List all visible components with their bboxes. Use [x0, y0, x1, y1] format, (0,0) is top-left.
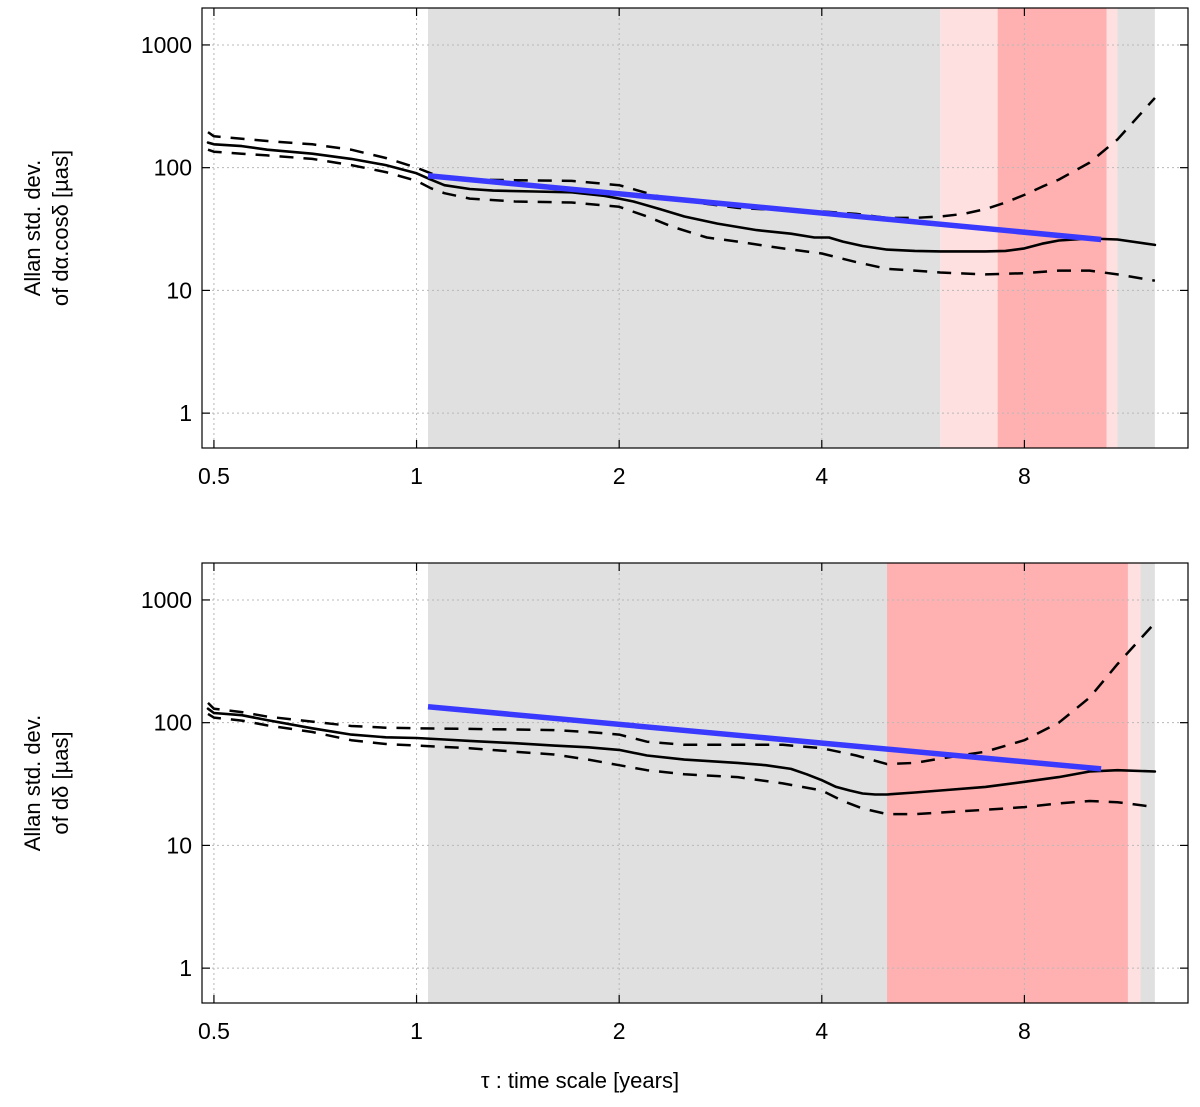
top-x-tick-label-0: 0.5: [198, 463, 230, 489]
bottom-x-tick-label-3: 4: [815, 1018, 828, 1044]
bottom-series: [206, 622, 1157, 816]
bottom-series-solid-0: [206, 707, 1157, 796]
top-shaded-region-2: [997, 8, 1107, 448]
top-x-tick-label-3: 4: [815, 463, 828, 489]
bottom-x-tick-label-2: 2: [613, 1018, 626, 1044]
bottom-shaded-region-3: [1140, 563, 1155, 1003]
bottom-y-tick-label-2: 100: [154, 710, 192, 736]
bottom-series-solid-thick-3: [427, 703, 1102, 772]
bottom-x-tick-label-1: 1: [410, 1018, 423, 1044]
bottom-y-tick-label-3: 1000: [141, 587, 192, 613]
top-x-tick-label-4: 8: [1018, 463, 1031, 489]
bottom-shaded-region-0: [428, 563, 888, 1003]
bottom-y-tick-label-0: 1: [179, 955, 192, 981]
bottom-gridlines: [202, 563, 1188, 1003]
top-ylabel-line2: of dα.cosδ [µas]: [48, 150, 73, 306]
top-y-tick-label-0: 1: [179, 400, 192, 426]
top-gridlines: [202, 8, 1188, 448]
top-panel: 0.5 1 2 4 8 1 10 100 1000 Allan std. dev. of dα.…: [20, 7, 1189, 489]
top-y-tick-label-3: 1000: [141, 32, 192, 58]
top-shaded-region-3: [1106, 8, 1118, 448]
top-ylabel-line1: Allan std. dev.: [20, 160, 45, 297]
bottom-panel: 0.5 1 2 4 8 1 10 100 1000 Allan std. dev. of dδ …: [20, 562, 1189, 1093]
top-shaded-region-4: [1117, 8, 1155, 448]
top-series-solid-0: [206, 141, 1157, 253]
bottom-series-dashed-1: [207, 622, 1156, 766]
top-shaded-regions: [428, 8, 1155, 448]
bottom-shaded-regions: [428, 563, 1155, 1003]
top-series-dashed-2: [207, 148, 1156, 282]
top-plot-frame: [201, 7, 1189, 449]
bottom-xlabel: τ : time scale [years]: [481, 1068, 679, 1093]
bottom-plot-frame: [201, 562, 1189, 1004]
top-x-tick-label-1: 1: [410, 463, 423, 489]
bottom-y-tick-label-1: 10: [166, 832, 192, 858]
top-y-tick-label-1: 10: [166, 277, 192, 303]
bottom-x-tick-label-0: 0.5: [198, 1018, 230, 1044]
bottom-ticks: 0.5 1 2 4 8 1 10 100 1000: [141, 563, 1188, 1044]
bottom-series-dashed-2: [207, 712, 1156, 816]
top-series: [206, 97, 1157, 282]
top-x-tick-label-2: 2: [613, 463, 626, 489]
bottom-ylabel-line2: of dδ [µas]: [48, 731, 73, 834]
top-ticks: 0.5 1 2 4 8 1 10 100 1000: [141, 8, 1188, 489]
top-y-tick-label-2: 100: [154, 155, 192, 181]
top-series-solid-thick-3: [427, 172, 1102, 243]
bottom-ylabel-line1: Allan std. dev.: [20, 715, 45, 852]
bottom-x-tick-label-4: 8: [1018, 1018, 1031, 1044]
bottom-shaded-region-2: [1127, 563, 1141, 1003]
top-shaded-region-0: [428, 8, 941, 448]
